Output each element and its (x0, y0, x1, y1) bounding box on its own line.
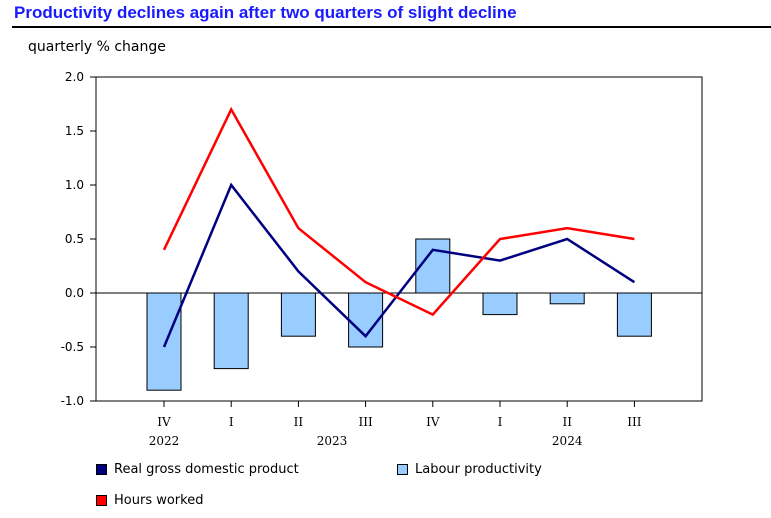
bar-series-layer (146, 238, 652, 391)
bar-labour-productivity (280, 292, 316, 337)
y-tick-label: 0.0 (65, 286, 84, 300)
x-tick-label: I (229, 415, 234, 429)
chart-area: quarterly % change 2.0 1.5 1.0 0.5 0.0 -0.5 -1… (28, 39, 703, 448)
legend-item-gdp: Real gross domestic product (96, 462, 299, 477)
y-tick-layer: 2.0 1.5 1.0 0.5 0.0 -0.5 -1.0 (61, 70, 96, 408)
x-tick-label: II (562, 415, 572, 429)
x-tick-label: III (627, 415, 641, 429)
y-tick-label: 1.5 (65, 124, 84, 138)
x-tick-label: IV (157, 415, 171, 429)
x-year-label: 2024 (552, 434, 583, 448)
y-tick-label: 2.0 (65, 70, 84, 84)
legend-label-hours: Hours worked (114, 493, 204, 508)
legend-item-productivity: Labour productivity (397, 462, 542, 477)
y-tick-label: 1.0 (65, 178, 84, 192)
legend-item-hours: Hours worked (96, 493, 203, 508)
productivity-swatch (397, 464, 408, 475)
y-axis-label: quarterly % change (28, 39, 166, 55)
bar-labour-productivity (146, 292, 182, 391)
x-tick-label: II (294, 415, 304, 429)
title-rule (12, 26, 771, 28)
x-tick-label: IV (426, 415, 440, 429)
legend-label-productivity: Labour productivity (415, 462, 542, 477)
line-series-layer (162, 106, 636, 348)
x-tick-label: III (358, 415, 372, 429)
hours-swatch (96, 495, 107, 506)
x-tick-label: I (498, 415, 503, 429)
gdp-swatch (96, 464, 107, 475)
bar-labour-productivity (482, 292, 518, 316)
chart-title: Productivity declines again after two qu… (14, 3, 517, 22)
y-tick-label: -1.0 (61, 394, 84, 408)
y-tick-label: 0.5 (65, 232, 84, 246)
x-year-label: 2023 (317, 434, 348, 448)
legend-label-gdp: Real gross domestic product (114, 462, 299, 477)
line-hours-worked (162, 106, 635, 317)
bar-labour-productivity (549, 292, 585, 305)
y-tick-label: -0.5 (61, 340, 84, 354)
plot-frame (95, 76, 703, 402)
bar-labour-productivity (213, 292, 249, 370)
bar-labour-productivity (616, 292, 652, 337)
line-real-gross-domestic-product (162, 182, 636, 348)
x-year-label: 2022 (149, 434, 180, 448)
